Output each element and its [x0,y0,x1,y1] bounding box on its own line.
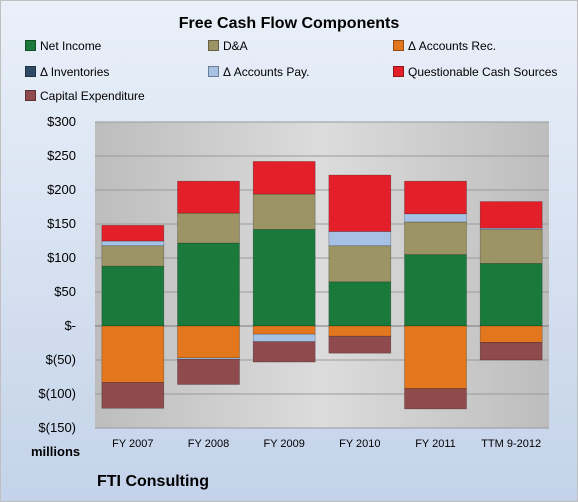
bar-segment [101,325,165,383]
legend-label: Δ Accounts Pay. [223,65,310,79]
bar-segment [328,281,392,327]
bar-segment [101,382,165,409]
y-tick-label: $150 [47,216,76,231]
legend-item-net-income: Net Income [25,39,101,53]
y-tick-label: $250 [47,148,76,163]
bar-segment [479,201,543,229]
legend-swatch [208,66,219,77]
bar-segment [328,335,392,354]
legend-label: Net Income [40,39,102,53]
bar-segment [252,229,316,327]
bar-segment [252,341,316,363]
bar-segment [479,325,543,343]
legend-swatch [208,40,219,51]
bar-segment [177,180,240,214]
bar-segment [101,265,165,327]
bar-segment [328,245,392,283]
y-tick-label: $100 [47,250,76,265]
legend-item-da: D&A [208,39,248,53]
x-tick-label: FY 2007 [112,438,153,450]
bar-segment [404,388,467,410]
x-tick-label: FY 2011 [415,438,456,450]
x-tick-label: TTM 9-2012 [481,438,541,450]
legend-item-accounts-rec: Δ Accounts Rec. [393,39,496,53]
y-tick-label: $(150) [38,420,76,435]
bar-segment [177,359,240,385]
legend-swatch [393,40,404,51]
y-tick-label: $50 [54,284,76,299]
bar-segment [101,225,165,242]
bar-segment [404,221,467,255]
x-tick-label: FY 2009 [263,438,304,450]
y-tick-label: $- [64,318,76,333]
legend-label: Δ Inventories [40,65,110,79]
bar-segment [177,325,240,359]
y-tick-label: $(50) [46,352,76,367]
legend-label: Capital Expenditure [40,89,145,103]
bar-segment [177,212,240,244]
bar-segment [101,245,165,267]
bar-segment [252,161,316,195]
bar-segment [404,180,467,215]
legend-label: D&A [223,39,248,53]
legend-label: Questionable Cash Sources [408,65,558,79]
bar-segment [404,325,467,389]
y-tick-label: $300 [47,114,76,129]
bar-segment [328,325,392,337]
bar-segment [479,229,543,264]
bar-segment [328,174,392,232]
legend-swatch [25,90,36,101]
bar-segment [479,263,543,327]
bar-segment [404,213,467,223]
company-name: FTI Consulting [97,473,209,490]
bar-segment [328,231,392,247]
y-tick-label: $200 [47,182,76,197]
legend-item-accounts-pay: Δ Accounts Pay. [208,65,310,79]
bar-segment [404,254,467,327]
legend-swatch [25,40,36,51]
x-tick-label: FY 2008 [188,438,229,450]
bar-segment [101,240,165,247]
legend-label: Δ Accounts Rec. [408,39,497,53]
legend-swatch [393,66,404,77]
bar-segment [177,357,240,360]
x-tick-label: FY 2010 [339,438,380,450]
y-tick-label: $(100) [38,386,76,401]
bar-segment [252,325,316,335]
bar-segment [479,342,543,361]
bar-segment [177,242,240,327]
bar-segment [252,193,316,230]
legend-item-capex: Capital Expenditure [25,89,145,103]
units-label: millions [31,444,81,459]
chart-title: Free Cash Flow Components [178,15,400,32]
plot-background [95,122,549,428]
legend-item-questionable-cash: Questionable Cash Sources [393,65,557,79]
bar-segment [252,333,316,342]
legend-swatch [25,66,36,77]
legend-item-inventories: Δ Inventories [25,65,109,79]
